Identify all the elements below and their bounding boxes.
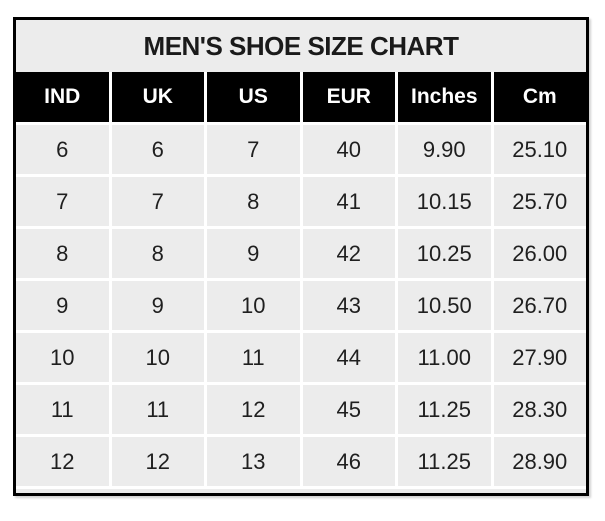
table-footer-strip xyxy=(16,486,586,493)
cell-cm: 26.00 xyxy=(490,229,586,278)
cell-inches: 10.50 xyxy=(395,281,491,330)
cell-ind: 8 xyxy=(16,229,109,278)
cell-us: 12 xyxy=(204,385,300,434)
cell-uk: 10 xyxy=(108,333,204,382)
cell-ind: 6 xyxy=(16,125,109,174)
table-row: 10 10 11 44 11.00 27.90 xyxy=(16,330,586,382)
cell-eur: 46 xyxy=(299,437,395,486)
cell-us: 10 xyxy=(204,281,300,330)
cell-eur: 45 xyxy=(299,385,395,434)
table-header-row: IND UK US EUR Inches Cm xyxy=(16,72,586,122)
cell-us: 9 xyxy=(204,229,300,278)
cell-ind: 11 xyxy=(16,385,109,434)
cell-uk: 12 xyxy=(108,437,204,486)
cell-uk: 7 xyxy=(108,177,204,226)
cell-uk: 8 xyxy=(108,229,204,278)
cell-us: 11 xyxy=(204,333,300,382)
cell-uk: 11 xyxy=(108,385,204,434)
cell-eur: 43 xyxy=(299,281,395,330)
cell-us: 8 xyxy=(204,177,300,226)
table-row: 8 8 9 42 10.25 26.00 xyxy=(16,226,586,278)
cell-eur: 44 xyxy=(299,333,395,382)
cell-inches: 11.25 xyxy=(395,385,491,434)
cell-uk: 9 xyxy=(108,281,204,330)
table-row: 11 11 12 45 11.25 28.30 xyxy=(16,382,586,434)
cell-inches: 10.15 xyxy=(395,177,491,226)
table-row: 9 9 10 43 10.50 26.70 xyxy=(16,278,586,330)
cell-cm: 27.90 xyxy=(490,333,586,382)
chart-title: MEN'S SHOE SIZE CHART xyxy=(16,20,586,72)
cell-cm: 28.30 xyxy=(490,385,586,434)
cell-cm: 25.70 xyxy=(490,177,586,226)
cell-cm: 26.70 xyxy=(490,281,586,330)
cell-inches: 10.25 xyxy=(395,229,491,278)
column-header-cm: Cm xyxy=(490,72,586,122)
cell-inches: 9.90 xyxy=(395,125,491,174)
cell-inches: 11.00 xyxy=(395,333,491,382)
cell-ind: 7 xyxy=(16,177,109,226)
column-header-us: US xyxy=(204,72,300,122)
cell-eur: 42 xyxy=(299,229,395,278)
column-header-ind: IND xyxy=(16,72,109,122)
shoe-size-chart: MEN'S SHOE SIZE CHART IND UK US EUR Inch… xyxy=(13,17,589,496)
table-row: 6 6 7 40 9.90 25.10 xyxy=(16,122,586,174)
column-header-eur: EUR xyxy=(299,72,395,122)
table-row: 7 7 8 41 10.15 25.70 xyxy=(16,174,586,226)
cell-us: 7 xyxy=(204,125,300,174)
column-header-inches: Inches xyxy=(395,72,491,122)
cell-ind: 10 xyxy=(16,333,109,382)
cell-ind: 12 xyxy=(16,437,109,486)
cell-uk: 6 xyxy=(108,125,204,174)
cell-cm: 25.10 xyxy=(490,125,586,174)
cell-inches: 11.25 xyxy=(395,437,491,486)
column-header-uk: UK xyxy=(108,72,204,122)
cell-ind: 9 xyxy=(16,281,109,330)
cell-eur: 40 xyxy=(299,125,395,174)
cell-us: 13 xyxy=(204,437,300,486)
table-row: 12 12 13 46 11.25 28.90 xyxy=(16,434,586,486)
cell-eur: 41 xyxy=(299,177,395,226)
cell-cm: 28.90 xyxy=(490,437,586,486)
